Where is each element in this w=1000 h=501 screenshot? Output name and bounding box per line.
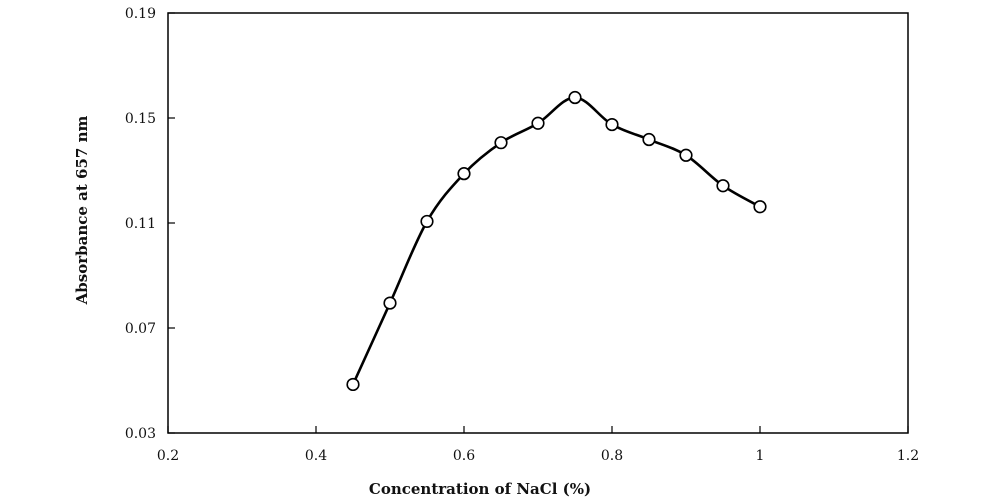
data-point — [383, 296, 397, 310]
series-line — [351, 96, 761, 385]
data-point — [346, 377, 360, 392]
y-tick-label: 0.15 — [125, 111, 156, 127]
y-tick-label: 0.07 — [125, 321, 156, 337]
data-point — [531, 116, 545, 130]
data-point — [716, 179, 730, 193]
data-series — [346, 90, 767, 392]
x-tick-label: 1.2 — [897, 448, 919, 464]
y-axis-title: Absorbance at 657 nm — [73, 116, 91, 306]
x-tick-label: 0.6 — [453, 448, 475, 464]
x-tick-label: 0.2 — [157, 448, 179, 464]
axis-ticks: 0.2 0.4 0.6 0.8 1 1.2 0.03 0.07 0.11 0.15 0.19 — [125, 6, 919, 464]
data-point — [753, 200, 767, 214]
x-tick-label: 1 — [756, 448, 765, 464]
plot-frame — [167, 12, 909, 434]
x-tick-label: 0.4 — [305, 448, 327, 464]
data-point — [679, 148, 693, 162]
data-point — [457, 167, 471, 181]
data-point — [605, 117, 619, 132]
y-tick-label: 0.11 — [125, 216, 156, 232]
data-point — [494, 136, 508, 150]
data-point — [568, 90, 582, 105]
y-tick-label: 0.19 — [125, 6, 156, 22]
x-tick-label: 0.8 — [601, 448, 623, 464]
y-tick-label: 0.03 — [125, 426, 156, 442]
data-point — [642, 132, 656, 147]
x-axis-title: Concentration of NaCl (%) — [369, 480, 591, 498]
data-point — [420, 214, 434, 229]
